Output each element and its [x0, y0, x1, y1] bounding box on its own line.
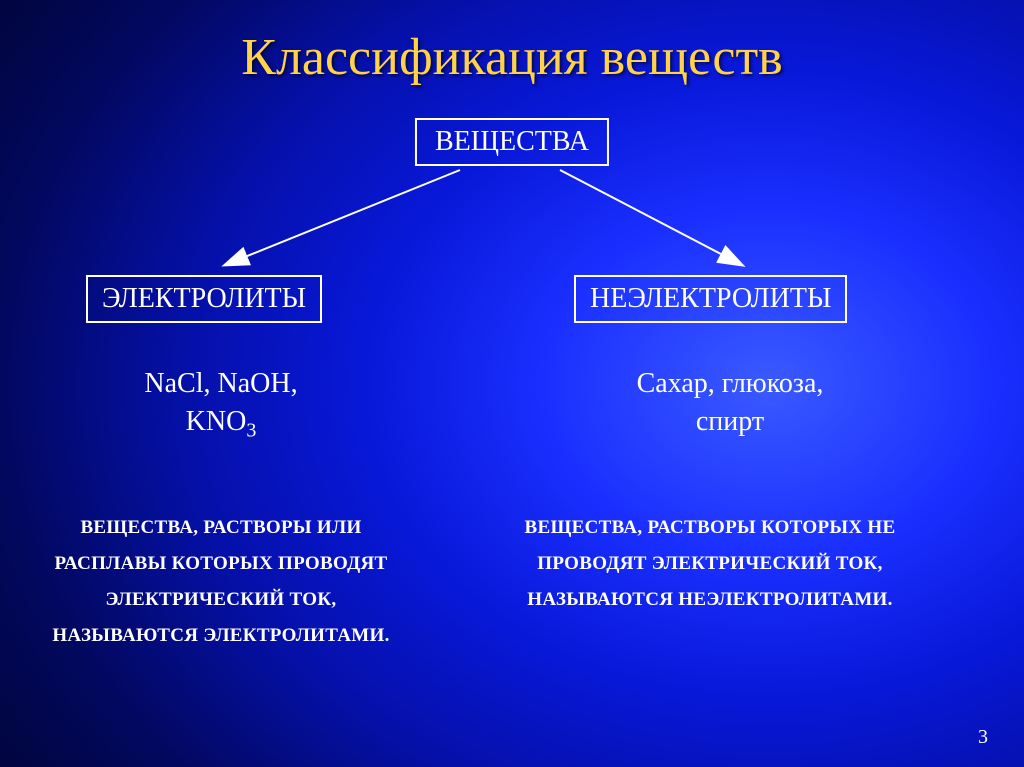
example-line: KNO	[186, 406, 247, 437]
def-line: ВЕЩЕСТВА, РАСТВОРЫ ИЛИ	[80, 517, 361, 538]
edge-root-left	[225, 170, 460, 265]
def-line: НАЗЫВАЮТСЯ ЭЛЕКТРОЛИТАМИ.	[52, 625, 389, 646]
edge-root-right	[560, 170, 742, 265]
example-line: спирт	[696, 406, 764, 437]
slide-title: Классификация веществ	[0, 28, 1024, 87]
definition-nonelectrolytes: ВЕЩЕСТВА, РАСТВОРЫ КОТОРЫХ НЕ ПРОВОДЯТ Э…	[440, 510, 980, 618]
definition-electrolytes: ВЕЩЕСТВА, РАСТВОРЫ ИЛИ РАСПЛАВЫ КОТОРЫХ …	[20, 510, 422, 654]
example-line: Сахар, глюкоза,	[637, 368, 824, 399]
def-line: ЭЛЕКТРИЧЕСКИЙ ТОК,	[106, 589, 337, 610]
examples-nonelectrolytes: Сахар, глюкоза, спирт	[560, 365, 900, 441]
node-nonelectrolytes: НЕЭЛЕКТРОЛИТЫ	[574, 275, 847, 323]
def-line: РАСПЛАВЫ КОТОРЫХ ПРОВОДЯТ	[55, 553, 388, 574]
subscript: 3	[246, 419, 256, 441]
def-line: ВЕЩЕСТВА, РАСТВОРЫ КОТОРЫХ НЕ	[525, 517, 896, 538]
examples-electrolytes: NaCl, NaOH, KNO3	[86, 365, 356, 444]
example-line: NaCl, NaOH,	[144, 368, 297, 399]
node-root: ВЕЩЕСТВА	[415, 118, 609, 166]
page-number: 3	[978, 726, 988, 749]
def-line: НАЗЫВАЮТСЯ НЕЭЛЕКТРОЛИТАМИ.	[527, 589, 892, 610]
def-line: ПРОВОДЯТ ЭЛЕКТРИЧЕСКИЙ ТОК,	[537, 553, 882, 574]
node-electrolytes: ЭЛЕКТРОЛИТЫ	[86, 275, 322, 323]
